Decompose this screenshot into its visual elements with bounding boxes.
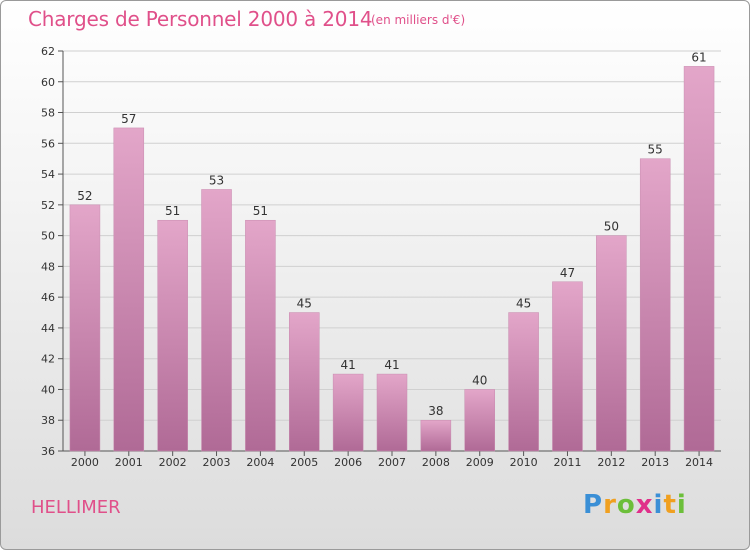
logo-letter: i	[653, 490, 664, 520]
bar	[508, 312, 539, 452]
bar	[157, 219, 188, 452]
x-tick-label: 2011	[553, 456, 581, 469]
bar	[464, 389, 495, 452]
y-tick-label: 42	[41, 353, 55, 366]
chart-title: Charges de Personnel 2000 à 2014	[28, 7, 373, 31]
y-tick-label: 36	[41, 445, 55, 458]
y-tick-label: 38	[41, 414, 55, 427]
bar-value-label: 52	[77, 189, 92, 203]
proxiti-logo: Proxiti	[583, 490, 687, 520]
bar-value-label: 41	[384, 358, 399, 372]
bar-value-label: 51	[253, 204, 268, 218]
y-tick-label: 54	[41, 168, 55, 181]
labels: 2000 52 2001 57 2002 51 2003 53 2004 51 2005 45 2006…	[71, 50, 713, 469]
x-tick-label: 2004	[246, 456, 274, 469]
x-tick-label: 2006	[334, 456, 362, 469]
bar-value-label: 53	[209, 173, 224, 187]
bars	[69, 66, 715, 452]
x-tick-label: 2008	[422, 456, 450, 469]
bar	[332, 373, 364, 452]
x-tick-label: 2010	[510, 456, 538, 469]
y-tick-label: 44	[41, 322, 55, 335]
x-tick-label: 2003	[203, 456, 231, 469]
bar-value-label: 50	[604, 220, 619, 234]
logo-letter: i	[676, 490, 687, 520]
y-tick-label: 60	[41, 76, 55, 89]
x-tick-label: 2014	[685, 456, 713, 469]
x-tick-label: 2002	[159, 456, 187, 469]
y-tick-label: 50	[41, 230, 55, 243]
bar-value-label: 41	[340, 358, 355, 372]
commune-name: HELLIMER	[31, 497, 121, 518]
y-tick-label: 40	[41, 383, 55, 396]
bar	[245, 219, 276, 452]
bar-value-label: 55	[648, 143, 663, 157]
y-tick-label: 52	[41, 199, 55, 212]
logo-letter: o	[616, 490, 636, 520]
x-tick-label: 2012	[597, 456, 625, 469]
bar-value-label: 57	[121, 112, 136, 126]
bar	[552, 281, 583, 452]
x-tick-label: 2009	[466, 456, 494, 469]
bar	[289, 312, 320, 452]
bar-value-label: 40	[472, 373, 487, 387]
x-tick-label: 2013	[641, 456, 669, 469]
bar-value-label: 61	[691, 50, 706, 64]
y-tick-label: 56	[41, 137, 55, 150]
x-tick-label: 2007	[378, 456, 406, 469]
bar	[596, 235, 627, 452]
y-tick-label: 58	[41, 107, 55, 120]
bar-value-label: 38	[428, 404, 443, 418]
bar-value-label: 45	[516, 297, 531, 311]
logo-letter: P	[583, 490, 604, 520]
x-tick-label: 2005	[290, 456, 318, 469]
bar	[201, 189, 232, 452]
y-tick-label: 46	[41, 291, 55, 304]
y-tick-label: 48	[41, 260, 55, 273]
logo-letter: x	[635, 490, 654, 520]
bar-value-label: 45	[297, 297, 312, 311]
bar	[420, 419, 452, 452]
logo-letter: t	[663, 490, 677, 520]
bar	[639, 158, 671, 452]
x-tick-label: 2000	[71, 456, 99, 469]
bar	[376, 373, 408, 452]
bar-value-label: 47	[560, 266, 575, 280]
bar	[69, 204, 101, 452]
x-tick-label: 2001	[115, 456, 143, 469]
bar	[113, 127, 145, 452]
bar	[683, 66, 715, 452]
bar-value-label: 51	[165, 204, 180, 218]
logo-letter: r	[603, 490, 617, 520]
chart-subtitle: (en milliers d'€)	[371, 13, 466, 27]
y-tick-label: 62	[41, 45, 55, 58]
